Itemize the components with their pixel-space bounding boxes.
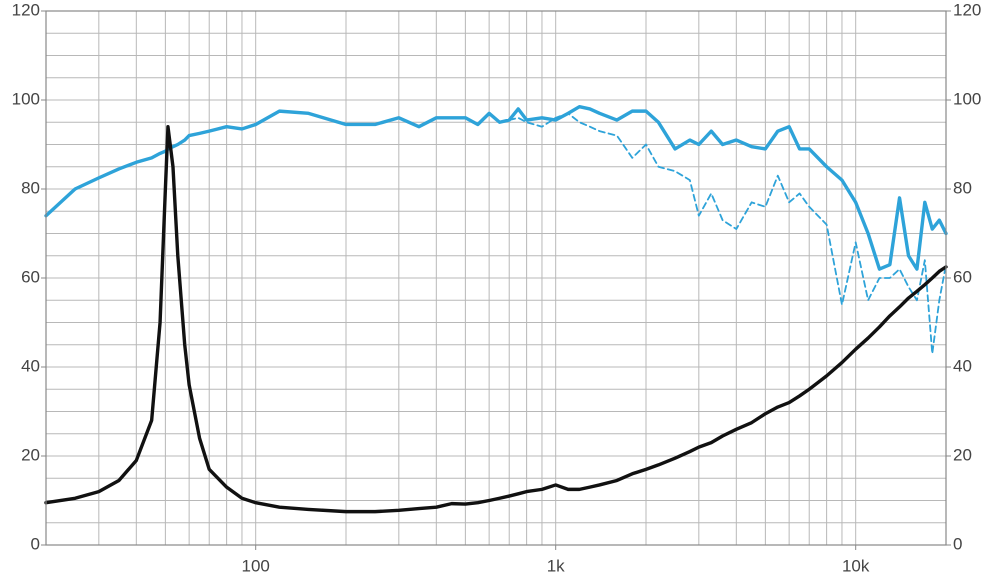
y2-tick-label: 120: [953, 0, 981, 19]
lines: [44, 104, 948, 514]
y2-tick-label: 100: [953, 89, 981, 108]
y2-tick-label: 0: [953, 534, 962, 553]
series-line: [44, 104, 948, 271]
y2-tick-label: 80: [953, 178, 972, 197]
y2-tick-label: 60: [953, 267, 972, 286]
y-tick-label: 80: [21, 178, 40, 197]
x-tick-label: 100: [242, 556, 270, 575]
y-tick-label: 100: [12, 89, 40, 108]
series-line: [508, 112, 947, 355]
y-tick-label: 20: [21, 445, 40, 464]
y-tick-label: 40: [21, 356, 40, 375]
x-tick-label: 1k: [547, 556, 565, 575]
series-line: [44, 125, 948, 514]
x-tick-label: 10k: [842, 556, 870, 575]
y-tick-label: 120: [12, 0, 40, 19]
y-tick-label: 60: [21, 267, 40, 286]
y2-tick-label: 40: [953, 356, 972, 375]
y-tick-label: 0: [31, 534, 40, 553]
y2-tick-label: 20: [953, 445, 972, 464]
